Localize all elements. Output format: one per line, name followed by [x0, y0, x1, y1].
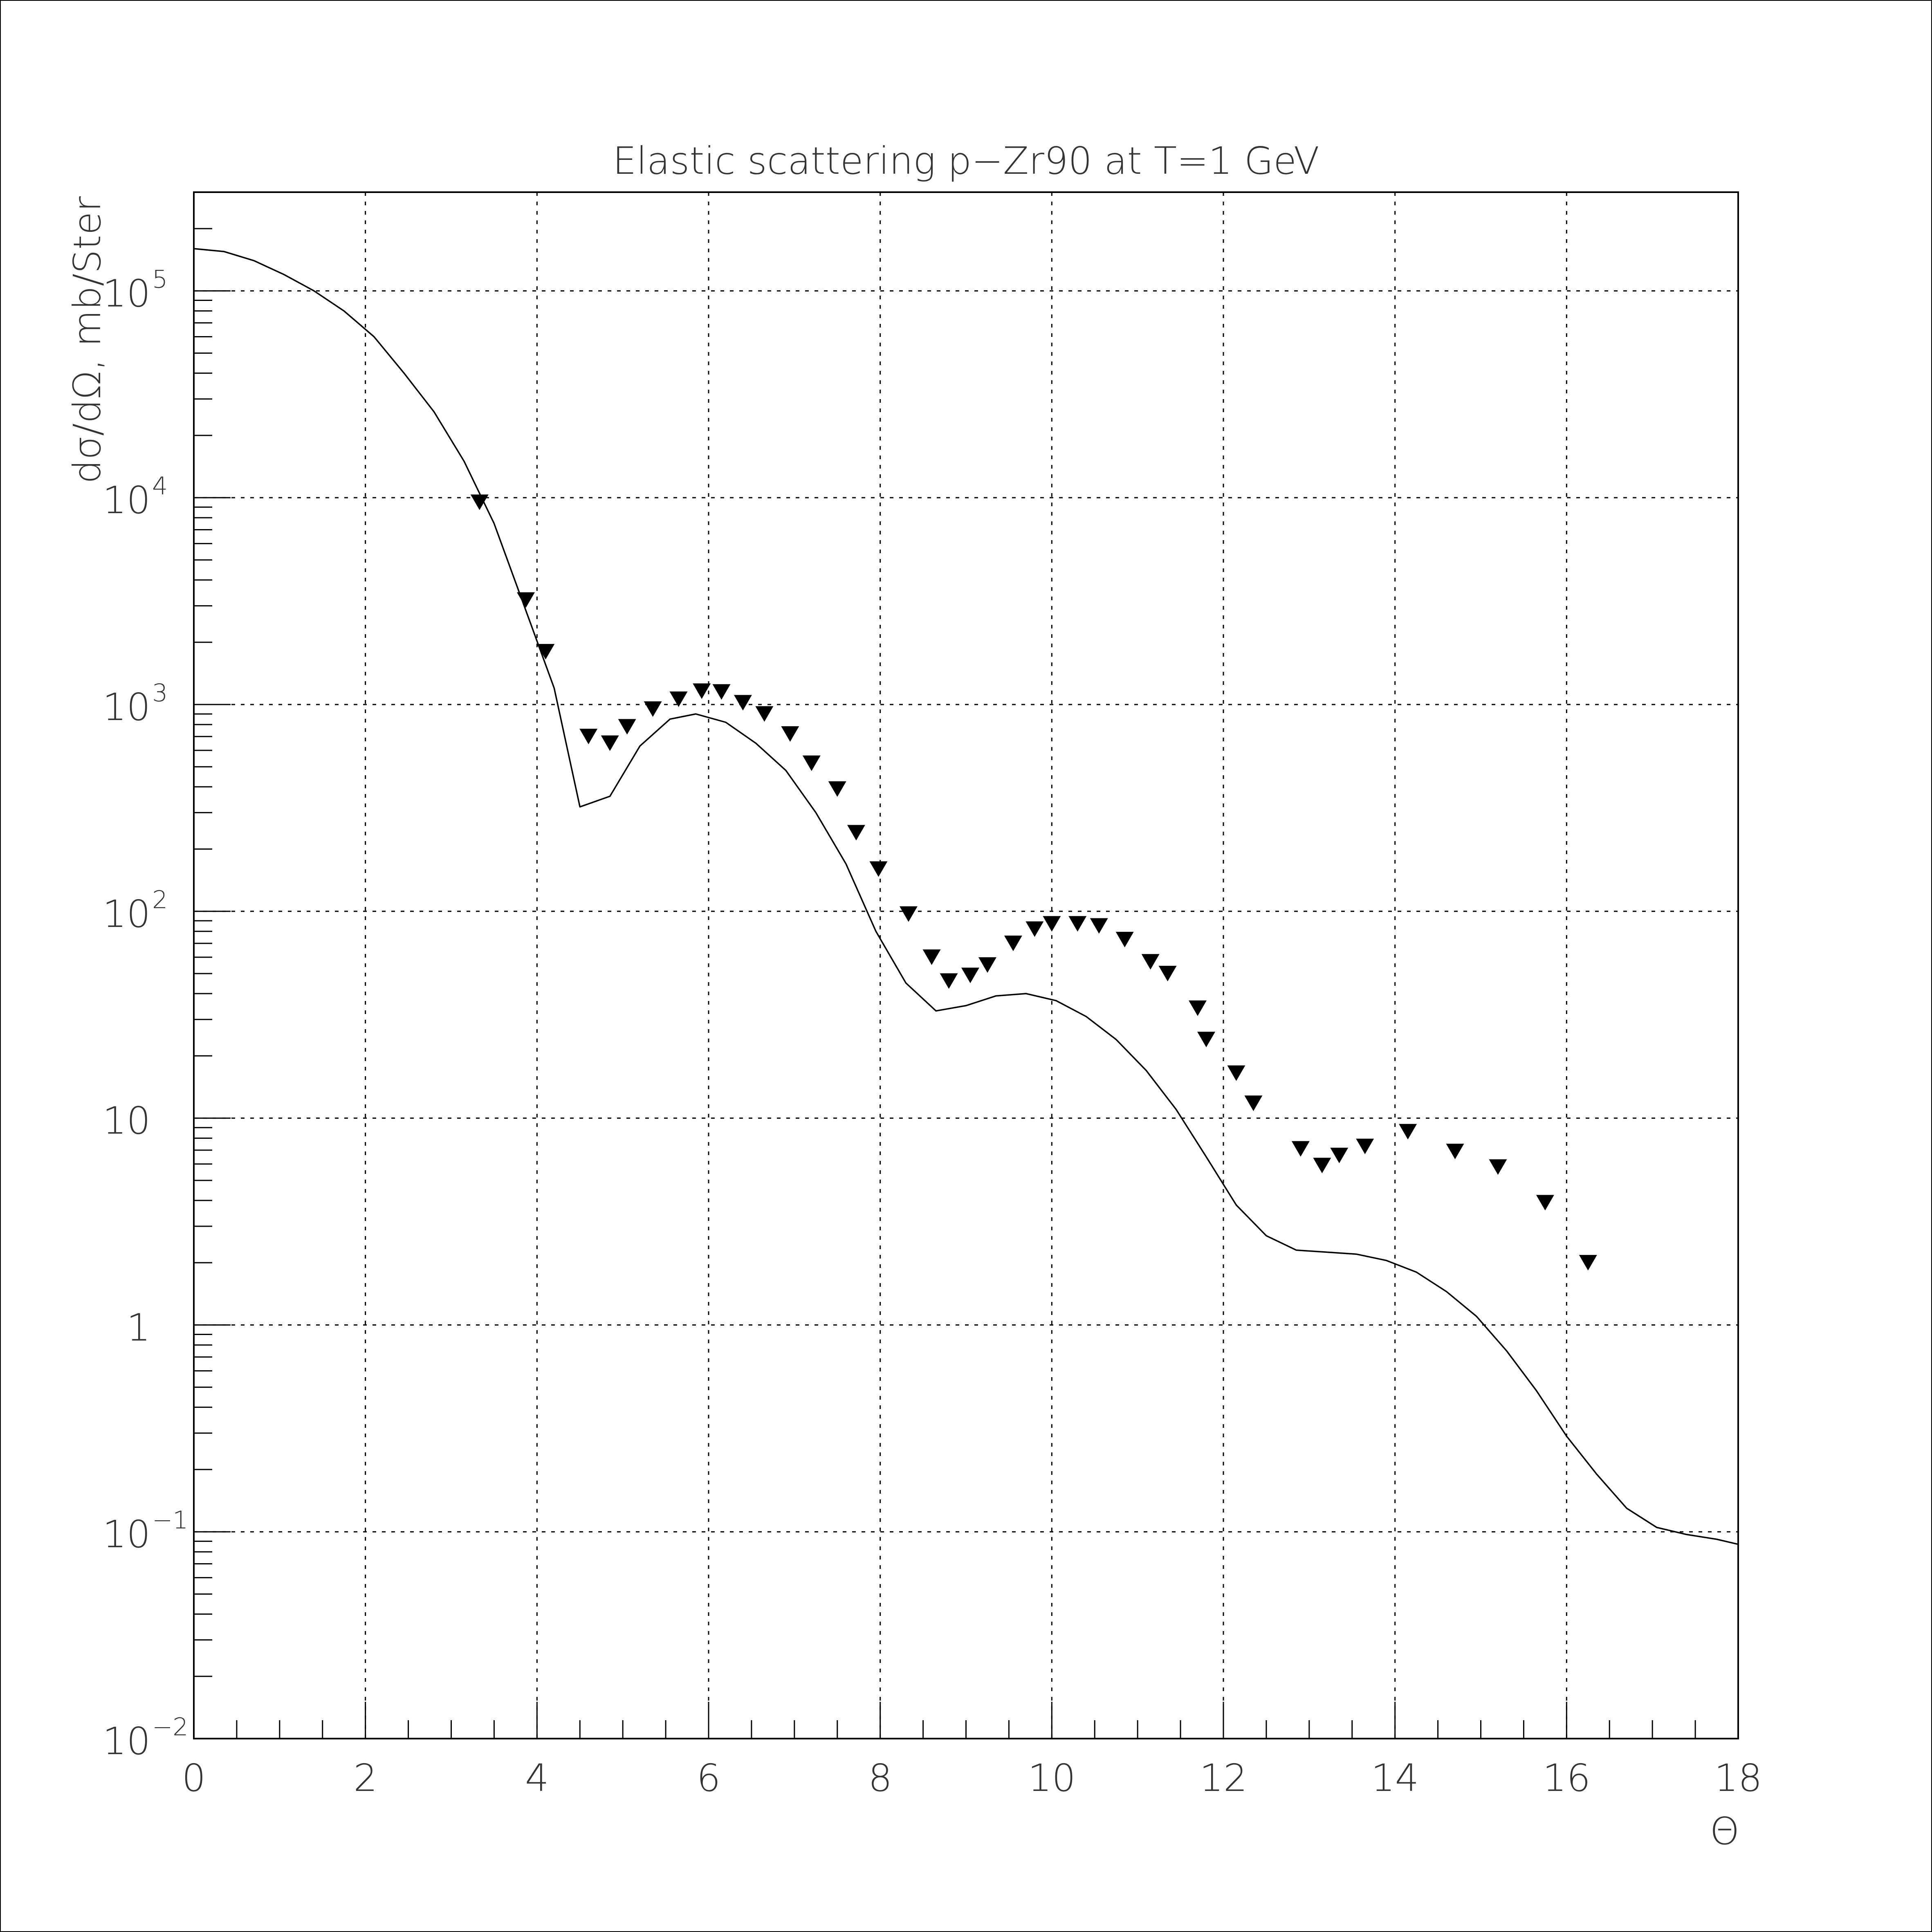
- data-point: [1227, 1065, 1245, 1081]
- y-tick-exponent: −2: [152, 1713, 188, 1741]
- data-point: [693, 683, 711, 699]
- data-point: [1004, 936, 1022, 951]
- data-point: [1115, 931, 1134, 947]
- data-point: [1446, 1144, 1464, 1160]
- y-tick-base: 10: [103, 1512, 150, 1556]
- data-point: [618, 719, 636, 735]
- data-point: [978, 957, 996, 973]
- data-point: [1043, 916, 1061, 932]
- data-point: [781, 726, 799, 742]
- data-point: [1489, 1159, 1507, 1175]
- y-tick-base: 1: [126, 1306, 150, 1349]
- data-point: [755, 706, 774, 722]
- data-point: [536, 644, 555, 660]
- y-tick-exponent: 2: [152, 886, 168, 914]
- data-point: [517, 592, 535, 608]
- data-point: [1399, 1124, 1417, 1140]
- data-point: [922, 949, 941, 965]
- y-tick-exponent: −1: [152, 1506, 188, 1535]
- x-tick-label: 4: [525, 1756, 549, 1800]
- y-tick-label: 10 −1: [103, 1506, 188, 1556]
- data-point: [1068, 916, 1087, 932]
- x-tick-label: 6: [697, 1756, 721, 1800]
- data-point: [669, 691, 688, 707]
- data-point: [470, 494, 489, 510]
- x-tick-label: 16: [1543, 1756, 1591, 1800]
- y-tick-label: 10 5: [103, 265, 168, 315]
- data-point: [961, 967, 979, 983]
- data-point: [601, 735, 619, 751]
- data-point: [1579, 1255, 1597, 1271]
- data-point: [1025, 921, 1044, 937]
- data-point: [869, 861, 888, 877]
- data-point: [899, 906, 918, 922]
- data-point: [1330, 1147, 1349, 1163]
- plot-frame: [193, 191, 1739, 1739]
- grid: [194, 192, 1738, 1739]
- data-point: [1313, 1158, 1331, 1174]
- x-tick-label: 10: [1028, 1756, 1076, 1800]
- data-point: [644, 701, 662, 717]
- y-tick-base: 10: [103, 892, 150, 936]
- data-point: [1141, 954, 1160, 970]
- data-point: [828, 781, 846, 797]
- y-tick-label: 10: [103, 1099, 150, 1143]
- data-point: [847, 825, 865, 841]
- chart-title: Elastic scattering p−Zr90 at T=1 GeV: [613, 139, 1319, 183]
- y-tick-base: 10: [103, 272, 150, 315]
- data-point: [1158, 966, 1177, 982]
- data-point: [1090, 918, 1108, 934]
- data-point: [712, 684, 731, 700]
- data-point: [1197, 1032, 1216, 1048]
- x-tick-label: 14: [1371, 1756, 1419, 1800]
- data-point: [734, 695, 752, 711]
- data-point: [802, 755, 821, 771]
- x-tick-label: 8: [868, 1756, 892, 1800]
- data-point: [579, 729, 598, 745]
- y-tick-label: 10 3: [103, 679, 168, 729]
- data-point: [1244, 1095, 1263, 1111]
- y-tick-exponent: 3: [152, 679, 168, 707]
- data-point: [1536, 1195, 1554, 1211]
- y-tick-label: 10 −2: [103, 1713, 188, 1763]
- x-axis-label: Θ: [1710, 1809, 1739, 1853]
- axis-ticks: [193, 191, 1739, 1739]
- plot-data: [193, 248, 1739, 1545]
- x-tick-label: 18: [1714, 1756, 1762, 1800]
- data-point: [1189, 1000, 1207, 1016]
- data-point: [940, 973, 958, 989]
- y-tick-exponent: 5: [152, 265, 168, 294]
- data-point: [1291, 1141, 1310, 1157]
- y-tick-base: 10: [103, 478, 150, 522]
- y-tick-label: 1: [126, 1306, 150, 1349]
- y-tick-base: 10: [103, 685, 150, 729]
- x-tick-label: 12: [1199, 1756, 1247, 1800]
- y-tick-base: 10: [103, 1719, 150, 1763]
- data-point: [1356, 1138, 1374, 1154]
- calculation-curve: [193, 248, 1739, 1545]
- y-tick-label: 10 2: [103, 886, 168, 936]
- y-tick-exponent: 4: [152, 472, 168, 500]
- y-tick-base: 10: [103, 1099, 150, 1143]
- y-tick-label: 10 4: [103, 472, 168, 522]
- y-axis-label: dσ/dΩ, mb/Ster: [65, 196, 109, 484]
- x-tick-label: 2: [353, 1756, 377, 1800]
- x-tick-label: 0: [182, 1756, 206, 1800]
